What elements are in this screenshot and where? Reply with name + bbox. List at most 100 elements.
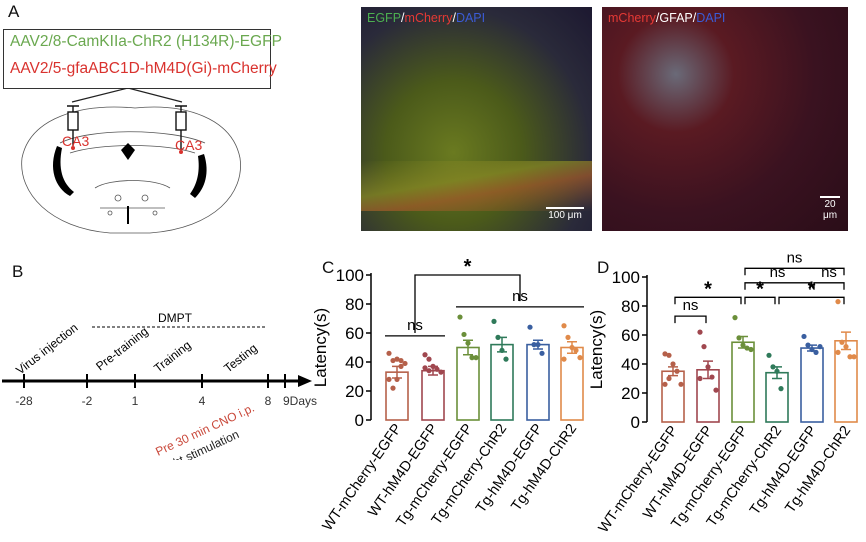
significance-bracket bbox=[744, 282, 811, 290]
data-point bbox=[465, 340, 471, 346]
y-axis-label: Latency(s) bbox=[587, 310, 606, 389]
data-point bbox=[457, 314, 463, 320]
data-point bbox=[778, 386, 784, 392]
data-point bbox=[473, 355, 479, 361]
scale-bar: 100 μm bbox=[546, 207, 584, 221]
data-point bbox=[491, 318, 497, 324]
data-point bbox=[531, 342, 537, 348]
bar bbox=[731, 341, 755, 423]
caption-sep: / bbox=[452, 11, 456, 25]
data-point bbox=[561, 356, 567, 362]
y-tick-label: 20 bbox=[345, 382, 364, 401]
y-tick-label: 0 bbox=[631, 413, 640, 432]
data-point bbox=[662, 381, 668, 387]
significance-bracket bbox=[744, 267, 845, 276]
timeline-tick-label: 8 bbox=[265, 394, 272, 408]
data-point bbox=[843, 344, 849, 350]
micrograph-mcherry-gfap-dapi: mCherry/GFAP/DAPI 20 μm bbox=[602, 7, 848, 231]
data-point bbox=[394, 376, 400, 382]
data-point bbox=[705, 364, 711, 370]
significance-label: ns bbox=[787, 249, 803, 266]
bar bbox=[526, 343, 550, 421]
caption-dapi: DAPI bbox=[696, 11, 726, 25]
data-point bbox=[713, 387, 719, 393]
panel-label-c: C bbox=[322, 258, 335, 277]
data-point bbox=[573, 347, 579, 353]
data-point bbox=[835, 299, 841, 305]
data-point bbox=[809, 346, 815, 353]
panel-label-a: A bbox=[8, 2, 20, 21]
data-point bbox=[422, 352, 428, 358]
y-tick-label: 20 bbox=[621, 384, 640, 403]
data-point bbox=[386, 350, 392, 356]
data-point bbox=[801, 333, 807, 340]
data-point bbox=[422, 365, 428, 371]
bar bbox=[421, 369, 445, 421]
data-point bbox=[851, 354, 857, 360]
data-point bbox=[805, 342, 811, 348]
data-point bbox=[386, 376, 392, 382]
data-point bbox=[770, 364, 776, 370]
y-tick-label: 0 bbox=[355, 411, 364, 430]
virus-2-label: AAV2/5-gfaABC1D-hM4D(Gi)-mCherry bbox=[10, 60, 277, 77]
data-point bbox=[732, 315, 738, 321]
significance-label: ns bbox=[821, 264, 837, 281]
dmpt-label: DMPT bbox=[158, 311, 193, 325]
data-point bbox=[561, 323, 567, 329]
significance-label: ns bbox=[683, 297, 699, 314]
bar bbox=[800, 347, 824, 423]
data-point bbox=[430, 363, 436, 369]
panel-label-b: B bbox=[12, 262, 24, 281]
caption-mcherry: mCherry bbox=[404, 11, 453, 25]
y-tick-label: 100 bbox=[336, 266, 364, 285]
timeline-tick-label: -28 bbox=[15, 394, 33, 408]
y-tick-label: 40 bbox=[621, 355, 640, 374]
data-point bbox=[839, 339, 845, 345]
data-point bbox=[662, 351, 668, 357]
data-point bbox=[402, 360, 408, 367]
caption-sep: / bbox=[655, 11, 660, 25]
virus-box: AAV2/8-CamKIIa-ChR2 (H134R)-EGFP AAV2/5-… bbox=[3, 29, 282, 89]
significance-bracket bbox=[674, 296, 742, 305]
timeline-tick-label: -2 bbox=[82, 394, 93, 408]
y-tick-label: 100 bbox=[612, 268, 640, 287]
data-point bbox=[398, 363, 404, 369]
data-point bbox=[748, 346, 754, 353]
scale-bar: 20 μm bbox=[820, 196, 840, 221]
data-point bbox=[674, 368, 680, 374]
micrograph-caption: EGFP/mCherry/DAPI bbox=[367, 11, 485, 25]
data-point bbox=[678, 381, 684, 387]
panel-label-d: D bbox=[597, 258, 610, 277]
caption-gfap: GFAP bbox=[659, 11, 693, 25]
error-bar bbox=[668, 366, 678, 377]
data-point bbox=[569, 344, 575, 351]
micrograph-egfp-mcherry-dapi: EGFP/mCherry/DAPI 100 μm bbox=[361, 7, 592, 231]
data-point bbox=[709, 374, 715, 380]
data-point bbox=[736, 335, 742, 341]
significance-bracket bbox=[813, 282, 845, 290]
timeline-arrow bbox=[298, 375, 312, 387]
data-point bbox=[503, 356, 509, 362]
data-point bbox=[394, 356, 400, 362]
data-point bbox=[438, 369, 444, 375]
brain-section-diagram bbox=[21, 88, 241, 234]
data-point bbox=[701, 344, 707, 350]
data-point bbox=[527, 324, 533, 330]
data-point bbox=[577, 355, 583, 361]
data-point bbox=[697, 375, 703, 382]
caption-sep: / bbox=[692, 11, 697, 25]
data-point bbox=[835, 349, 841, 355]
y-axis-label: Latency(s) bbox=[311, 308, 330, 387]
data-point bbox=[398, 357, 404, 364]
y-tick-label: 60 bbox=[345, 324, 364, 343]
data-point bbox=[766, 352, 772, 358]
micrograph-caption: mCherry/GFAP/DAPI bbox=[608, 11, 725, 25]
data-point bbox=[666, 352, 672, 358]
virus-1-label: AAV2/8-CamKIIa-ChR2 (H134R)-EGFP bbox=[10, 33, 282, 50]
scale-label: 100 μm bbox=[548, 210, 582, 221]
significance-label: * bbox=[464, 256, 472, 278]
data-point bbox=[469, 355, 475, 361]
data-point bbox=[499, 347, 505, 353]
